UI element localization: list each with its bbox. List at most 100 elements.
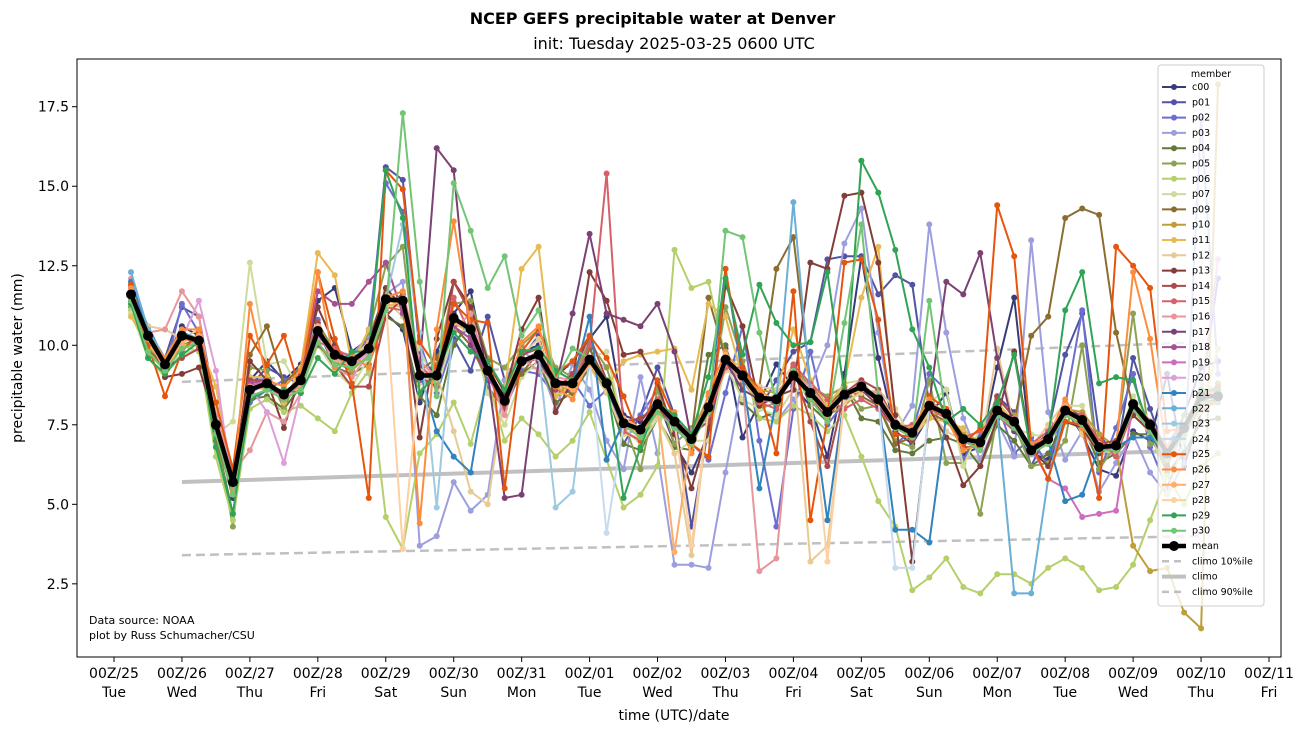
legend-item-p07: p07 [1162,189,1210,200]
data-point-p30 [416,278,423,285]
data-point-mean [431,370,442,381]
data-point-p25 [807,517,814,524]
data-point-p07 [773,412,780,419]
data-point-p25 [1130,262,1137,269]
data-point-p20 [263,409,270,416]
data-point-p04 [1011,437,1018,444]
data-point-p17 [994,355,1001,361]
data-point-p25 [654,377,661,384]
legend-marker [1171,481,1177,488]
data-point-p06 [1130,561,1137,568]
series-p03 [128,116,1221,571]
legend-marker [1171,175,1177,182]
x-tick-label-day: Thu [1187,685,1214,701]
data-point-p26 [314,269,321,276]
data-point-p25 [739,364,746,371]
legend-label: p19 [1192,357,1210,368]
legend-item-p15: p15 [1162,296,1210,307]
data-point-p30 [484,285,491,291]
data-point-p25 [1096,495,1103,501]
legend-label: p10 [1192,220,1210,231]
data-point-p29 [145,355,151,361]
data-point-p09 [1096,211,1103,218]
legend-marker [1171,359,1177,366]
data-point-p29 [756,281,763,288]
data-point-mean [346,356,357,367]
data-point-p06 [1147,517,1154,524]
data-point-p17 [943,278,950,285]
data-point-mean [703,402,714,413]
data-point-mean [397,295,408,306]
x-tick-label-time: 00Z/08 [1040,666,1090,682]
data-point-p01 [790,348,797,355]
data-point-p11 [858,294,865,301]
data-point-p25 [586,332,593,339]
legend-label: climo 90%ile [1192,587,1253,598]
data-point-p06 [280,409,287,416]
data-point-p30 [297,386,304,393]
data-point-p06 [1113,584,1120,590]
data-point-p13 [688,485,695,492]
series-layer [128,81,1221,632]
data-point-p14 [450,278,457,285]
data-point-p30 [433,393,440,400]
data-point-mean [686,434,697,445]
data-point-p03 [943,329,950,336]
data-point-p30 [467,227,474,234]
data-point-p25 [790,288,797,295]
legend-marker [1171,344,1177,351]
legend-item-p01: p01 [1162,97,1210,108]
data-point-p03 [858,205,865,212]
data-point-p12 [484,501,491,508]
data-point-p06 [569,437,576,444]
legend-label: p09 [1192,204,1210,215]
data-point-p09 [773,265,780,272]
data-point-p06 [416,450,423,457]
data-point-p03 [620,466,627,473]
data-point-mean [584,354,595,365]
x-tick-label-time: 00Z/26 [157,666,207,682]
chart-title: NCEP GEFS precipitable water at Denver [469,9,836,28]
x-tick-label-day: Sat [374,685,397,701]
data-point-c00 [688,469,695,476]
data-point-p16 [773,555,780,562]
data-point-p26 [1130,269,1137,276]
data-point-p25 [620,393,627,400]
data-point-mean [244,384,255,395]
data-point-p20 [212,367,219,374]
data-point-p13 [841,192,848,199]
data-point-p29 [535,345,542,352]
data-point-p29 [960,405,967,412]
legend-item-climo-90-ile: climo 90%ile [1162,587,1253,598]
legend-label: p30 [1192,526,1210,537]
legend-item-p09: p09 [1162,204,1210,215]
data-point-p27 [671,549,678,555]
data-point-p06 [1045,564,1052,571]
data-point-p21 [603,456,610,463]
data-point-p13 [535,294,542,301]
data-point-p13 [586,269,593,276]
data-point-p17 [960,291,967,298]
legend-label: p06 [1192,174,1210,185]
data-point-p21 [892,526,899,533]
data-point-p17 [603,310,610,317]
data-point-p05 [467,297,474,304]
legend-marker [1171,390,1177,396]
data-point-p30 [756,329,763,336]
series-line-p07 [130,261,1219,496]
data-point-p04 [620,440,627,447]
legend-marker [1171,267,1177,274]
x-tick-label-day: Tue [1052,685,1077,701]
data-point-p25 [841,259,848,266]
legend-item-p24: p24 [1162,434,1210,445]
legend-item-p19: p19 [1162,357,1210,368]
x-tick-label-day: Thu [236,685,263,701]
data-point-c00 [416,399,423,406]
y-tick-label: 12.5 [38,259,69,275]
data-point-p16 [162,326,168,333]
data-point-p25 [705,453,712,460]
data-point-p02 [1130,370,1137,377]
data-point-p29 [671,412,678,419]
data-point-p06 [331,428,338,435]
x-axis: 00Z/25 Tue 00Z/26 Wed 00Z/27 Thu 00Z/28 Fri 00Z/… [89,657,1294,701]
